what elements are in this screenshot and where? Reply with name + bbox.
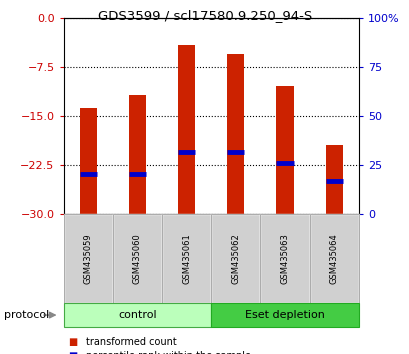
Text: ■: ■ xyxy=(67,337,77,347)
Text: GDS3599 / scl17580.9.250_94-S: GDS3599 / scl17580.9.250_94-S xyxy=(98,9,311,22)
Bar xyxy=(79,108,97,214)
Text: GSM435060: GSM435060 xyxy=(133,233,142,284)
Text: GSM435063: GSM435063 xyxy=(280,233,289,284)
Bar xyxy=(276,86,293,214)
Bar xyxy=(227,54,244,214)
Text: ■: ■ xyxy=(67,351,77,354)
Bar xyxy=(325,145,342,214)
Bar xyxy=(128,95,146,214)
Text: protocol: protocol xyxy=(4,310,49,320)
Text: transformed count: transformed count xyxy=(86,337,176,347)
Text: percentile rank within the sample: percentile rank within the sample xyxy=(86,351,250,354)
Bar xyxy=(178,45,195,214)
Text: GSM435061: GSM435061 xyxy=(182,233,191,284)
Text: GSM435059: GSM435059 xyxy=(83,233,92,284)
Text: control: control xyxy=(118,310,156,320)
Text: GSM435064: GSM435064 xyxy=(329,233,338,284)
Text: GSM435062: GSM435062 xyxy=(231,233,240,284)
Text: Eset depletion: Eset depletion xyxy=(245,310,324,320)
